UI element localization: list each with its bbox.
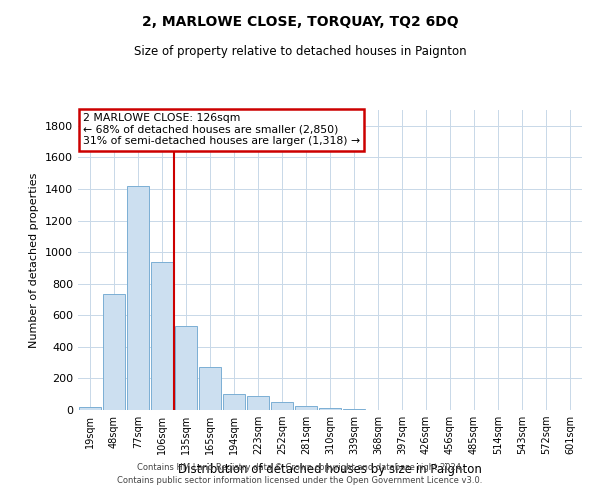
Bar	[127, 186, 149, 410]
X-axis label: Distribution of detached houses by size in Paignton: Distribution of detached houses by size …	[178, 462, 482, 475]
Text: 2 MARLOWE CLOSE: 126sqm
← 68% of detached houses are smaller (2,850)
31% of semi: 2 MARLOWE CLOSE: 126sqm ← 68% of detache…	[83, 113, 360, 146]
Bar	[79, 407, 101, 410]
Text: Size of property relative to detached houses in Paignton: Size of property relative to detached ho…	[134, 45, 466, 58]
Bar	[319, 408, 341, 410]
Bar	[199, 368, 221, 410]
Bar	[343, 409, 365, 410]
Y-axis label: Number of detached properties: Number of detached properties	[29, 172, 40, 348]
Text: Contains HM Land Registry data © Crown copyright and database right 2024.
Contai: Contains HM Land Registry data © Crown c…	[118, 464, 482, 485]
Bar	[103, 294, 125, 410]
Bar	[295, 406, 317, 410]
Bar	[151, 262, 173, 410]
Bar	[175, 326, 197, 410]
Bar	[271, 402, 293, 410]
Text: 2, MARLOWE CLOSE, TORQUAY, TQ2 6DQ: 2, MARLOWE CLOSE, TORQUAY, TQ2 6DQ	[142, 15, 458, 29]
Bar	[247, 396, 269, 410]
Bar	[223, 394, 245, 410]
